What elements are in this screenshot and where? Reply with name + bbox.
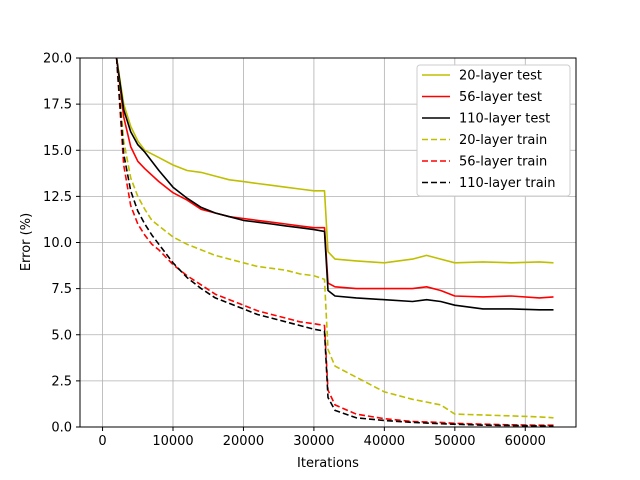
series-line-20-layer-test — [115, 58, 554, 264]
series-line-20-layer-train — [115, 58, 554, 419]
y-axis-ticks: 0.0 2.5 5.0 7.5 10.0 12.5 15.0 17.5 20.0 — [43, 52, 80, 436]
y-tick: 5.0 — [51, 328, 80, 343]
y-axis-label: Error (%) — [19, 213, 34, 271]
legend-item: 20-layer test — [422, 69, 542, 84]
y-tick-label: 17.5 — [43, 98, 72, 113]
legend-item: 110-layer test — [422, 112, 550, 127]
y-tick: 2.5 — [51, 374, 80, 389]
x-axis-ticks: 0 10000 20000 30000 40000 50000 60000 — [98, 427, 546, 449]
y-tick: 17.5 — [43, 98, 80, 113]
y-tick: 10.0 — [43, 236, 80, 251]
x-tick-label: 60000 — [505, 434, 546, 449]
y-tick: 12.5 — [43, 190, 80, 205]
x-tick: 40000 — [364, 427, 405, 449]
y-tick-label: 7.5 — [51, 282, 72, 297]
y-tick-label: 10.0 — [43, 236, 72, 251]
y-tick-label: 12.5 — [43, 190, 72, 205]
series-line-110-layer-test — [115, 58, 554, 311]
x-tick-label: 50000 — [434, 434, 475, 449]
legend-label: 56-layer train — [459, 155, 547, 170]
x-tick-label: 40000 — [364, 434, 405, 449]
legend-label: 110-layer test — [459, 112, 550, 127]
x-tick-label: 30000 — [293, 434, 334, 449]
x-tick: 30000 — [293, 427, 335, 449]
legend-item: 56-layer train — [422, 155, 547, 170]
x-tick: 50000 — [434, 427, 475, 449]
legend-label: 20-layer train — [459, 133, 547, 148]
legend-frame — [416, 64, 571, 197]
y-tick-label: 15.0 — [43, 144, 72, 159]
x-tick-label: 0 — [98, 434, 106, 449]
y-tick: 15.0 — [43, 144, 80, 159]
x-tick: 60000 — [505, 427, 546, 449]
x-tick-label: 10000 — [152, 434, 193, 449]
legend-item: 110-layer train — [422, 176, 556, 191]
x-axis-label: Iterations — [297, 456, 359, 471]
y-tick: 7.5 — [51, 282, 80, 297]
y-tick-label: 5.0 — [51, 328, 72, 343]
y-tick: 20.0 — [43, 52, 80, 67]
legend-label: 20-layer test — [459, 69, 542, 84]
legend-item: 56-layer test — [422, 90, 542, 105]
y-tick-label: 20.0 — [43, 52, 72, 67]
legend-label: 110-layer train — [459, 176, 556, 191]
x-tick: 0 — [98, 427, 107, 449]
x-tick: 20000 — [223, 427, 264, 449]
y-tick-label: 0.0 — [51, 421, 72, 436]
legend: 20-layer test 56-layer test 110-layer test… — [416, 64, 571, 197]
x-tick: 10000 — [152, 427, 194, 449]
series-line-56-layer-train — [115, 58, 554, 426]
x-tick-label: 20000 — [223, 434, 264, 449]
y-tick: 0.0 — [51, 421, 80, 436]
series-line-110-layer-train — [115, 58, 554, 427]
legend-label: 56-layer test — [459, 90, 542, 105]
y-tick-label: 2.5 — [51, 374, 72, 389]
series-group — [115, 58, 554, 427]
series-line-56-layer-test — [115, 58, 554, 299]
legend-item: 20-layer train — [422, 133, 547, 148]
